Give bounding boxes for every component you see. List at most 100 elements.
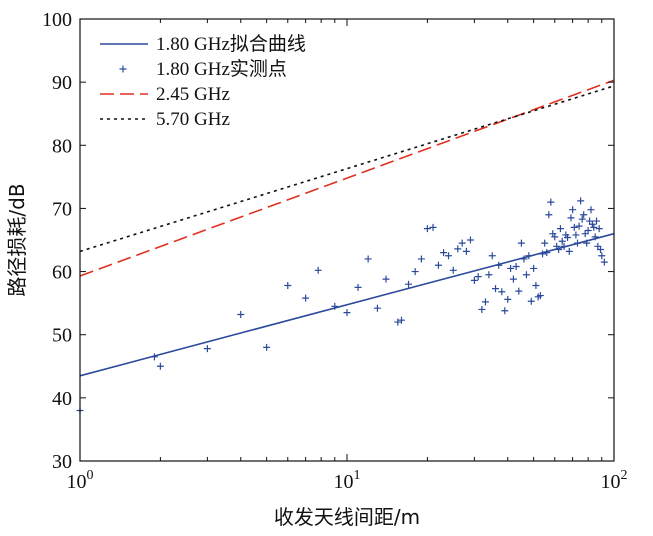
data-point — [577, 197, 585, 205]
data-point — [156, 362, 164, 370]
data-point — [522, 271, 530, 279]
data-point — [530, 264, 538, 272]
data-point — [583, 239, 591, 247]
y-tick-label: 80 — [52, 135, 72, 157]
legend-swatch-measured — [119, 65, 127, 73]
y-axis-label: 路径损耗/dB — [5, 183, 29, 296]
data-point — [580, 211, 588, 219]
legend-plus-marker — [119, 65, 127, 73]
y-tick-label: 40 — [52, 388, 72, 410]
data-point — [364, 255, 372, 263]
legend: 1.80 GHz拟合曲线 1.80 GHz实测点 2.45 GHz 5.70 G… — [100, 33, 306, 130]
plot-area — [76, 79, 615, 414]
data-point — [517, 239, 525, 247]
axis-ticks: 30 40 50 60 70 80 90 100 100 101 102 — [42, 9, 628, 493]
data-point — [449, 266, 457, 274]
data-point — [481, 298, 489, 306]
data-point — [478, 305, 486, 313]
data-point — [343, 309, 351, 317]
data-point — [575, 222, 583, 230]
data-point — [203, 345, 211, 353]
data-point — [445, 252, 453, 260]
data-point — [331, 302, 339, 310]
x-axis-label: 收发天线间距/m — [274, 505, 420, 529]
data-point — [587, 206, 595, 214]
data-point — [507, 264, 515, 272]
legend-label-5-70ghz: 5.70 GHz — [156, 109, 230, 130]
data-point — [564, 233, 572, 241]
data-point — [509, 275, 517, 283]
data-point — [545, 211, 553, 219]
data-point — [429, 223, 437, 231]
data-point — [498, 288, 506, 296]
data-point — [570, 223, 578, 231]
data-point — [501, 307, 509, 315]
data-point — [536, 292, 544, 300]
data-point — [593, 217, 601, 225]
data-point — [398, 316, 405, 324]
data-point — [551, 233, 559, 241]
data-point — [525, 252, 533, 260]
data-point — [565, 247, 573, 255]
series-line-dotted — [79, 85, 615, 253]
data-point — [581, 230, 589, 238]
data-point — [458, 239, 466, 247]
data-point — [556, 225, 564, 233]
data-point — [284, 281, 292, 289]
data-point — [150, 353, 158, 361]
data-point — [574, 239, 582, 247]
data-point — [485, 271, 493, 279]
data-point — [520, 255, 528, 263]
data-point — [598, 252, 606, 260]
data-point — [434, 261, 442, 269]
data-point — [492, 285, 500, 293]
data-point — [567, 214, 575, 222]
data-point — [237, 311, 245, 319]
data-point — [394, 318, 402, 326]
data-point — [440, 249, 448, 257]
y-tick-label: 30 — [52, 451, 72, 473]
data-point — [504, 295, 512, 303]
data-point — [515, 287, 523, 295]
data-point — [558, 237, 566, 245]
y-tick-label: 100 — [42, 9, 72, 31]
data-point — [555, 245, 563, 253]
data-point — [595, 225, 603, 233]
data-point — [474, 273, 482, 281]
data-point — [354, 283, 362, 291]
y-tick-label: 70 — [52, 198, 72, 220]
data-point — [588, 220, 596, 228]
data-point — [470, 276, 478, 284]
legend-label-2-45ghz: 2.45 GHz — [156, 84, 230, 105]
data-point — [382, 275, 390, 283]
y-tick-label: 90 — [52, 72, 72, 94]
y-tick-label: 60 — [52, 262, 72, 284]
data-point — [454, 245, 462, 253]
data-point — [417, 255, 425, 263]
data-point — [411, 268, 419, 276]
data-point — [590, 223, 598, 231]
x-tick-label: 101 — [334, 468, 361, 493]
series-line-dashed — [79, 79, 615, 277]
data-point — [543, 249, 551, 257]
data-point — [578, 215, 586, 223]
data-point — [512, 263, 520, 271]
series-line-solid — [79, 232, 615, 377]
data-point — [572, 231, 580, 239]
data-point — [314, 266, 322, 274]
y-tick-label: 50 — [52, 325, 72, 347]
data-point — [423, 225, 431, 233]
data-point — [405, 280, 413, 288]
legend-label-measured: 1.80 GHz实测点 — [156, 58, 287, 80]
data-point — [539, 250, 547, 258]
data-point — [560, 242, 568, 250]
legend-label-fit: 1.80 GHz拟合曲线 — [156, 33, 306, 55]
data-point — [263, 343, 271, 351]
data-point — [495, 261, 503, 269]
data-point — [596, 245, 604, 253]
data-point — [547, 198, 555, 206]
x-tick-label: 102 — [601, 468, 628, 493]
data-point — [532, 281, 540, 289]
